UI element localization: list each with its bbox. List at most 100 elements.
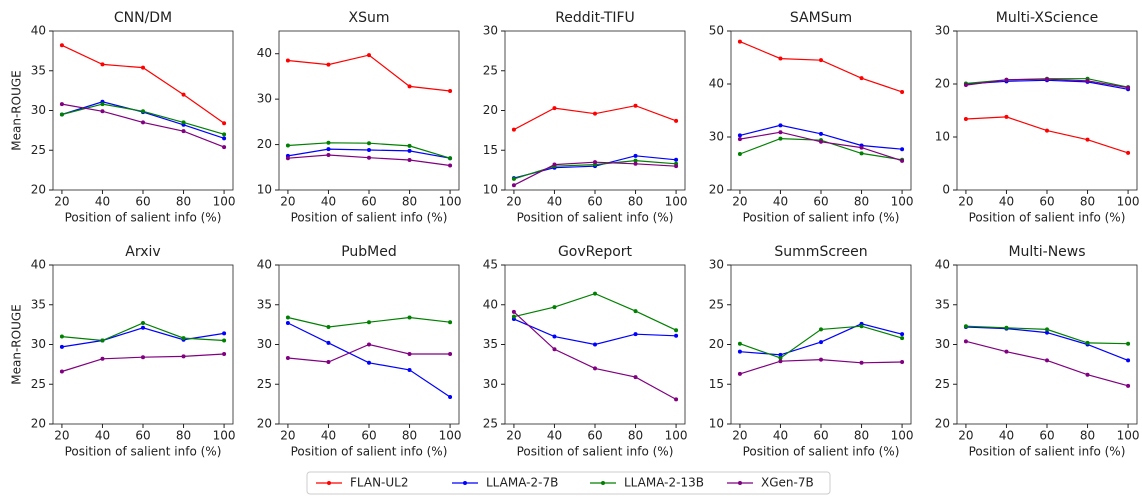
data-point [100, 109, 105, 114]
chart-title: Multi-News [1008, 244, 1085, 260]
x-tick-label: 20 [280, 195, 295, 209]
series-line [965, 116, 1129, 154]
data-point [326, 140, 331, 145]
x-tick-label: 20 [280, 429, 295, 443]
data-point [859, 360, 864, 365]
x-tick-label: 100 [891, 195, 914, 209]
data-point [900, 336, 905, 341]
series-line [513, 318, 677, 346]
data-point [1126, 150, 1131, 155]
x-tick-label: 80 [1080, 429, 1095, 443]
data-point [1045, 358, 1049, 363]
legend-marker [327, 481, 331, 485]
data-point [407, 315, 412, 320]
y-tick-label: 35 [31, 63, 46, 77]
data-point [819, 131, 823, 136]
y-tick-label: 30 [935, 24, 950, 38]
x-tick-label: 80 [854, 195, 869, 209]
data-point [181, 92, 186, 97]
data-point [674, 328, 679, 333]
series-line [513, 105, 677, 131]
x-tick-label: 80 [176, 429, 191, 443]
data-point [141, 321, 145, 326]
x-tick-label: 60 [135, 195, 150, 209]
data-point [900, 158, 905, 163]
data-point [59, 112, 64, 117]
plot-frame [730, 30, 912, 191]
x-tick-label: 40 [773, 195, 788, 209]
data-point [181, 120, 186, 125]
data-point [511, 127, 516, 132]
x-tick-label: 60 [813, 429, 828, 443]
data-point [222, 352, 227, 357]
y-tick-label: 25 [709, 297, 724, 311]
x-tick-label: 40 [95, 195, 110, 209]
data-point [633, 309, 638, 314]
x-tick-label: 60 [587, 429, 602, 443]
x-tick-label: 40 [321, 429, 336, 443]
chart-title: Arxiv [125, 244, 160, 260]
data-point [1126, 85, 1131, 90]
data-point [859, 151, 864, 156]
data-point [511, 176, 516, 181]
y-tick-label: 45 [483, 258, 498, 272]
chart-title: SummScreen [774, 244, 867, 260]
x-tick-label: 100 [439, 429, 462, 443]
y-tick-label: 25 [483, 63, 498, 77]
data-point [367, 320, 371, 325]
data-point [737, 39, 742, 44]
legend-label: LLAMA-2-13B [624, 476, 704, 490]
y-tick-label: 0 [942, 183, 950, 197]
data-point [367, 53, 371, 58]
data-point [900, 147, 905, 152]
x-tick-label: 40 [999, 195, 1014, 209]
x-tick-label: 40 [547, 195, 562, 209]
data-point [674, 118, 679, 123]
data-point [448, 394, 453, 399]
x-tick-label: 40 [773, 429, 788, 443]
y-tick-label: 40 [257, 258, 272, 272]
data-point [674, 157, 679, 162]
series-line [739, 124, 903, 150]
data-point [1045, 128, 1049, 133]
x-tick-label: 60 [135, 429, 150, 443]
data-point [737, 151, 742, 156]
data-point [1126, 358, 1131, 363]
y-tick-label: 10 [935, 130, 950, 144]
data-point [593, 291, 597, 296]
x-tick-label: 100 [1117, 429, 1140, 443]
x-tick-label: 100 [891, 429, 914, 443]
x-tick-label: 60 [1039, 429, 1054, 443]
series-line [61, 101, 225, 139]
x-tick-label: 20 [958, 429, 973, 443]
y-tick-label: 30 [31, 337, 46, 351]
x-axis-label: Position of salient info (%) [517, 211, 674, 225]
y-tick-label: 10 [257, 183, 272, 197]
y-tick-label: 20 [935, 77, 950, 91]
data-point [900, 359, 905, 364]
data-point [222, 132, 227, 137]
x-tick-label: 40 [321, 195, 336, 209]
legend-label: FLAN-UL2 [350, 476, 408, 490]
x-tick-label: 40 [95, 429, 110, 443]
data-point [367, 360, 371, 365]
plot-frame [504, 30, 686, 191]
data-point [181, 129, 186, 134]
y-tick-label: 30 [257, 337, 272, 351]
data-point [633, 332, 638, 337]
data-point [737, 349, 742, 354]
data-point [141, 109, 145, 114]
data-point [737, 137, 742, 142]
y-tick-label: 20 [709, 337, 724, 351]
data-point [59, 369, 64, 374]
data-point [326, 359, 331, 364]
chart-title: Reddit-TIFU [555, 10, 635, 26]
data-point [181, 354, 186, 359]
y-tick-label: 20 [257, 137, 272, 151]
series-line [61, 327, 225, 348]
data-point [511, 314, 516, 319]
data-point [141, 355, 145, 360]
x-tick-label: 20 [506, 195, 521, 209]
chart-title: XSum [349, 10, 390, 26]
